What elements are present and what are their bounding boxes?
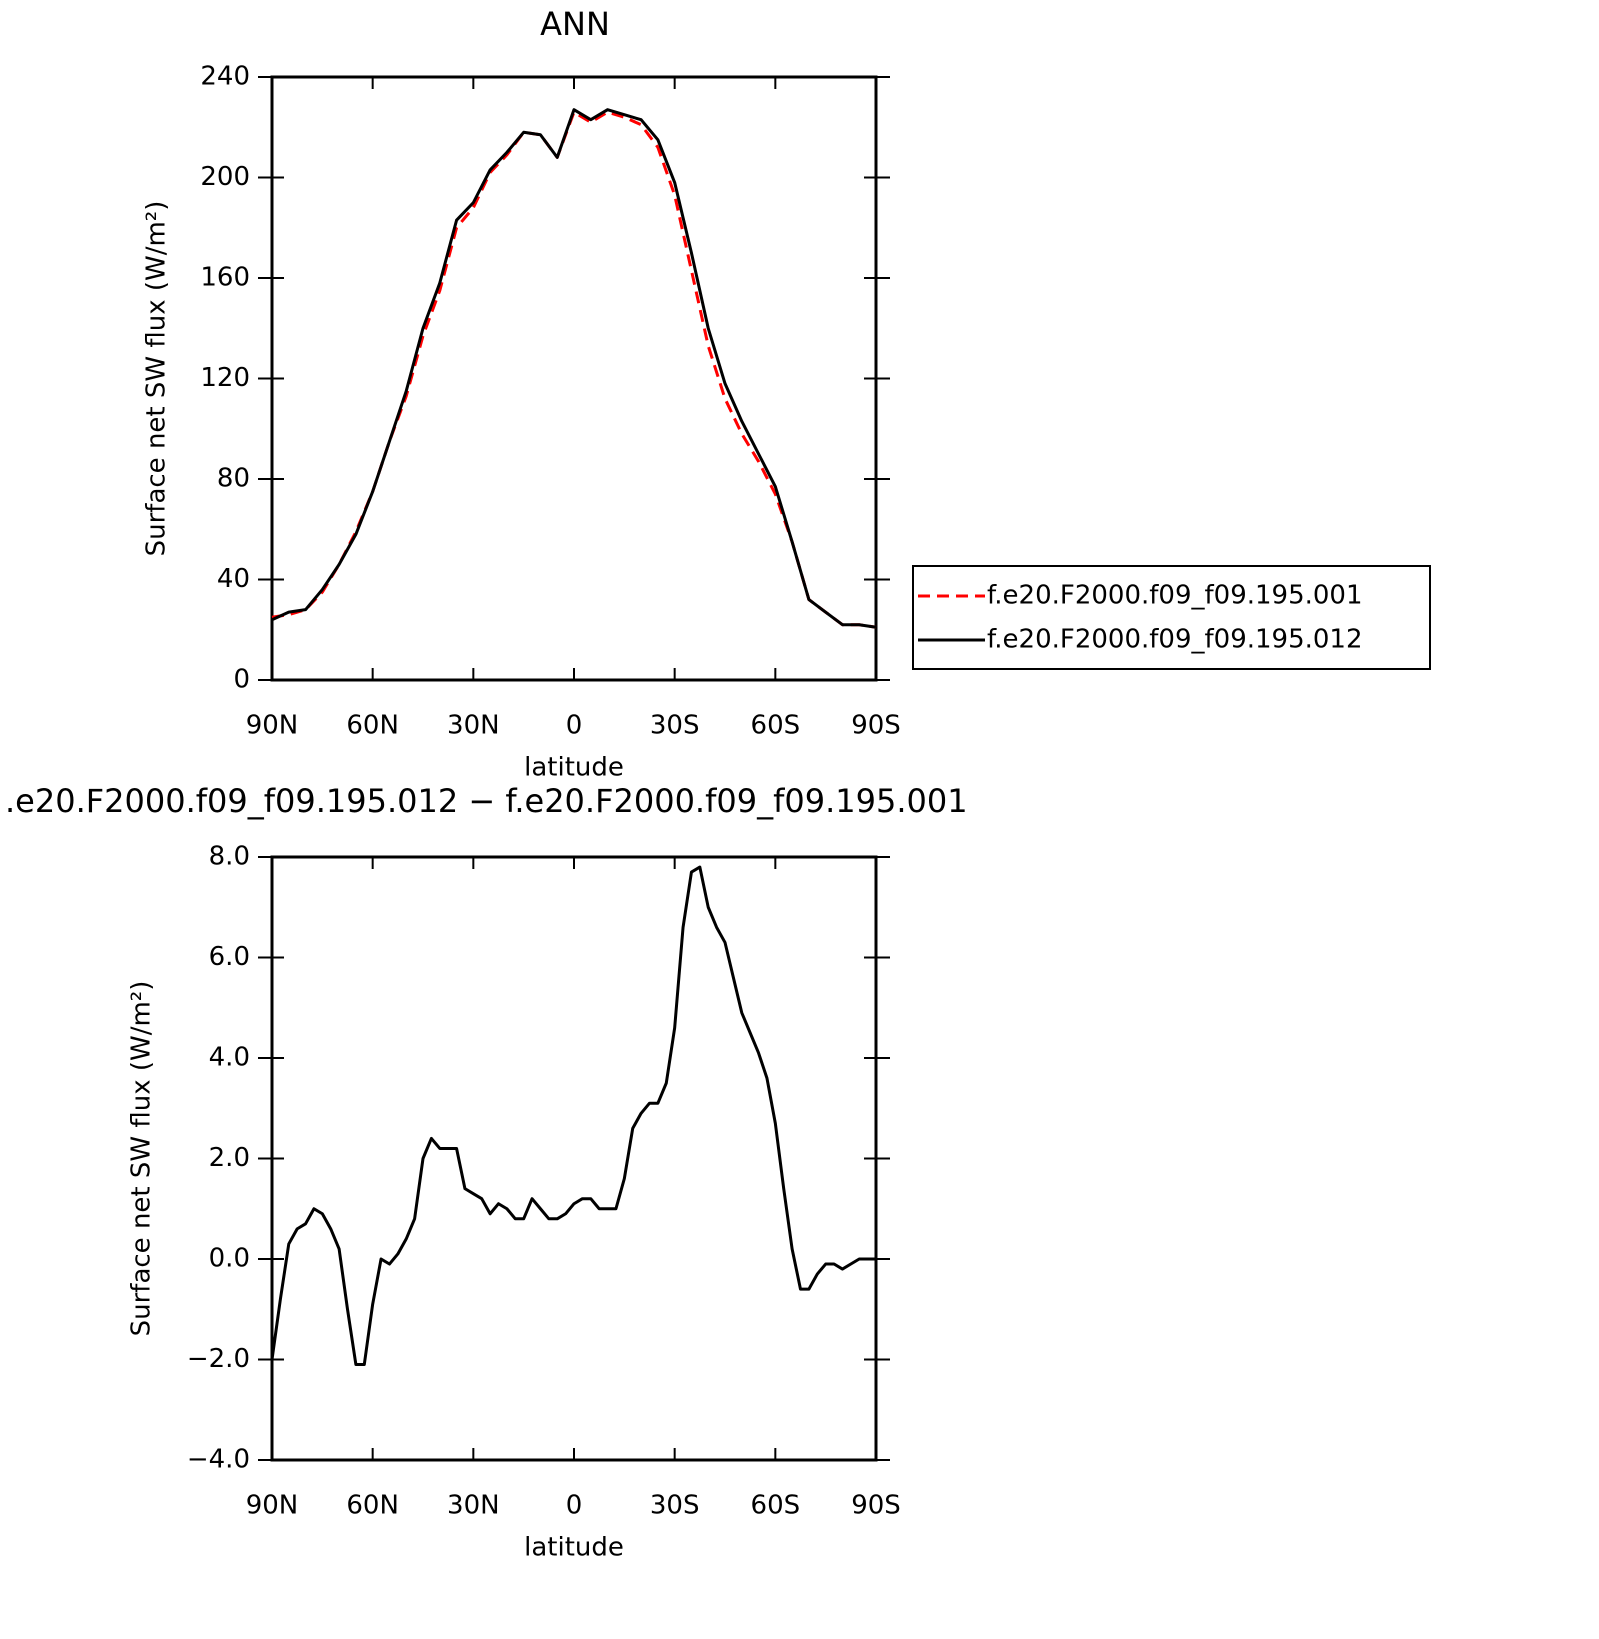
x-axis-label: latitude	[524, 1533, 624, 1563]
y-tick-label: 200	[200, 162, 250, 192]
x-tick-label: 60S	[751, 1491, 801, 1521]
x-tick-label: 60N	[346, 1491, 399, 1521]
chart-title: ANN	[540, 5, 610, 43]
x-tick-label: 30S	[650, 1491, 700, 1521]
x-tick-label: 60S	[751, 711, 801, 741]
y-tick-label: 40	[217, 564, 250, 594]
y-axis-label: Surface net SW flux (W/m²)	[127, 981, 157, 1337]
data-line	[271, 110, 877, 629]
chart-title: .e20.F2000.f09_f09.195.012 − f.e20.F2000…	[5, 782, 968, 820]
y-tick-label: 0.0	[209, 1244, 250, 1274]
y-tick-label: 6.0	[209, 942, 250, 972]
y-tick-label: 120	[200, 363, 250, 393]
x-tick-label: 30S	[650, 711, 700, 741]
y-axis-label: Surface net SW flux (W/m²)	[142, 201, 172, 557]
x-tick-label: 90N	[246, 1491, 299, 1521]
y-tick-label: 8.0	[209, 842, 250, 872]
x-tick-label: 30N	[447, 1491, 500, 1521]
y-tick-label: 80	[217, 464, 250, 494]
legend-label: f.e20.F2000.f09_f09.195.012	[987, 625, 1363, 655]
data-line	[270, 865, 876, 1367]
legend-box	[912, 565, 1431, 670]
y-tick-label: −2.0	[187, 1344, 250, 1374]
x-tick-label: 0	[566, 1491, 583, 1521]
x-tick-label: 90S	[851, 1491, 901, 1521]
legend-label: f.e20.F2000.f09_f09.195.001	[987, 581, 1363, 611]
x-axis-label: latitude	[524, 753, 624, 783]
x-tick-label: 0	[566, 711, 583, 741]
x-tick-label: 90N	[246, 711, 299, 741]
x-tick-label: 60N	[346, 711, 399, 741]
y-tick-label: 0	[233, 665, 250, 695]
y-tick-label: 2.0	[209, 1143, 250, 1173]
y-tick-label: −4.0	[187, 1445, 250, 1475]
y-tick-label: 4.0	[209, 1043, 250, 1073]
plot-frame	[270, 75, 878, 682]
x-tick-label: 30N	[447, 711, 500, 741]
data-line	[271, 108, 877, 629]
x-tick-label: 90S	[851, 711, 901, 741]
y-tick-label: 160	[200, 263, 250, 293]
plot-frame	[270, 855, 878, 1462]
y-tick-label: 240	[200, 62, 250, 92]
